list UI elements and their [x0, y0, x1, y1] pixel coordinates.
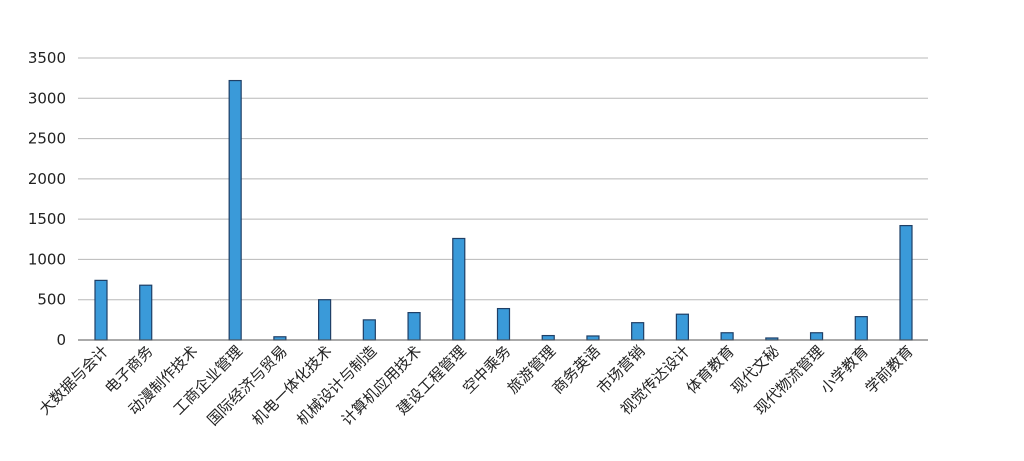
y-tick-labels: 0 500 1000 1500 2000 2500 3000 3500 — [28, 49, 66, 349]
y-tick-label: 3500 — [28, 49, 66, 67]
bar — [631, 322, 645, 341]
bar — [586, 335, 600, 341]
bar — [228, 79, 242, 341]
x-tick-label: 国际经济与贸易 — [204, 342, 291, 429]
y-tick-label: 0 — [56, 331, 66, 349]
gridlines — [78, 57, 928, 301]
bar — [362, 319, 376, 341]
bar — [720, 332, 734, 341]
x-tick-label: 机械设计与制造 — [293, 342, 380, 429]
x-tick-label: 机电一体化技术 — [248, 342, 335, 429]
x-tick-label: 计算机应用技术 — [338, 342, 425, 429]
bar — [452, 237, 466, 341]
y-tick-label: 1000 — [28, 250, 66, 268]
y-tick-label: 500 — [37, 291, 66, 309]
bar — [541, 334, 555, 341]
bar — [94, 279, 108, 341]
bar — [318, 299, 332, 341]
bar — [139, 284, 153, 341]
x-tick-label: 学前教育 — [862, 342, 917, 397]
x-tick-labels: 大数据与会计电子商务动漫制作技术工商企业管理国际经济与贸易机电一体化技术机械设计… — [35, 342, 916, 429]
y-tick-label: 2500 — [28, 130, 66, 148]
bar — [675, 313, 689, 341]
x-tick-label: 体育教育 — [683, 342, 738, 397]
x-tick-label: 旅游管理 — [504, 342, 559, 397]
x-tick-label: 大数据与会计 — [35, 342, 111, 418]
bar — [496, 307, 511, 341]
x-tick-label: 商务英语 — [549, 342, 604, 397]
y-tick-label: 3000 — [28, 89, 66, 107]
bar — [809, 332, 824, 341]
bar — [854, 316, 868, 341]
bar — [407, 312, 421, 341]
x-tick-label: 空中乘务 — [459, 342, 514, 397]
x-tick-label: 小学教育 — [817, 342, 872, 397]
y-tick-label: 2000 — [28, 170, 66, 188]
bars — [94, 79, 913, 341]
y-tick-label: 1500 — [28, 210, 66, 228]
bar — [899, 224, 913, 341]
